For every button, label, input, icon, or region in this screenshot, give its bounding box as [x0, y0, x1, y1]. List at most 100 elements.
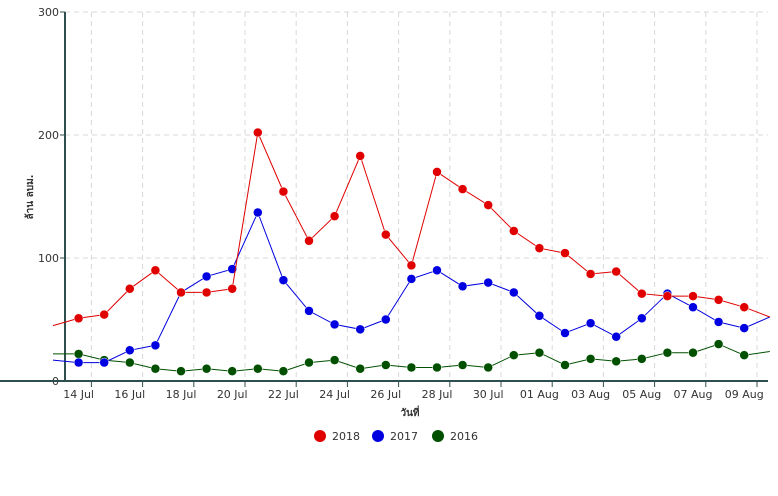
series-2018 — [52, 127, 770, 327]
data-point-2016[interactable] — [125, 357, 135, 368]
data-point-2018[interactable] — [662, 291, 673, 301]
data-point-2016[interactable] — [176, 366, 186, 376]
data-point-2016[interactable] — [278, 366, 289, 376]
data-point-2017[interactable] — [406, 274, 417, 284]
data-point-2016[interactable] — [662, 347, 673, 358]
data-point-2016[interactable] — [509, 350, 519, 360]
data-point-2016[interactable] — [688, 347, 698, 358]
data-point-2016[interactable] — [406, 362, 417, 373]
data-point-2017[interactable] — [304, 306, 314, 316]
data-point-2018[interactable] — [73, 313, 84, 324]
data-point-2018[interactable] — [329, 211, 340, 221]
data-point-2017[interactable] — [713, 317, 724, 327]
x-tick-label: 05 Aug — [622, 388, 661, 401]
data-point-2016[interactable] — [355, 363, 365, 374]
data-point-2018[interactable] — [99, 309, 109, 320]
x-axis: 14 Jul 16 Jul 18 Jul 20 Jul 22 Jul 24 Jul 26 J… — [0, 380, 768, 401]
data-point-2017[interactable] — [278, 275, 289, 285]
data-point-2018[interactable] — [560, 248, 570, 258]
x-tick-label: 20 Jul — [217, 388, 248, 401]
data-point-2017[interactable] — [432, 265, 442, 276]
data-point-2017[interactable] — [483, 277, 493, 288]
data-point-2018[interactable] — [227, 284, 237, 294]
data-point-2017[interactable] — [560, 328, 570, 338]
data-point-2016[interactable] — [304, 357, 314, 368]
legend-label: 2016 — [450, 430, 478, 443]
data-point-2018[interactable] — [381, 229, 391, 240]
data-point-2018[interactable] — [278, 186, 289, 197]
data-point-2018[interactable] — [457, 184, 468, 194]
data-point-2017[interactable] — [381, 314, 391, 325]
data-point-2018[interactable] — [483, 200, 493, 210]
data-point-2016[interactable] — [432, 362, 442, 373]
data-point-2016[interactable] — [534, 347, 545, 358]
data-point-2018[interactable] — [176, 287, 186, 298]
x-tick-label: 14 Jul — [63, 388, 94, 401]
series-2016 — [53, 339, 770, 376]
data-point-2018[interactable] — [611, 266, 621, 277]
data-point-2016[interactable] — [585, 354, 596, 364]
data-point-2018[interactable] — [739, 302, 749, 312]
data-point-2018[interactable] — [585, 269, 596, 279]
data-point-2016[interactable] — [227, 366, 237, 376]
data-point-2017[interactable] — [637, 313, 647, 324]
data-point-2017[interactable] — [99, 357, 109, 368]
data-point-2016[interactable] — [201, 363, 212, 374]
x-tick-label: 07 Aug — [674, 388, 713, 401]
data-point-2018[interactable] — [253, 127, 263, 138]
data-point-2017[interactable] — [201, 271, 212, 282]
x-tick-label: 22 Jul — [268, 388, 299, 401]
x-tick-label: 03 Aug — [571, 388, 610, 401]
y-axis: 0100200300 — [38, 6, 66, 388]
legend-item-2016[interactable]: 2016 — [432, 430, 478, 443]
data-point-2017[interactable] — [534, 311, 545, 321]
data-point-2016[interactable] — [253, 363, 263, 374]
data-point-2017[interactable] — [73, 357, 84, 368]
data-point-2018[interactable] — [125, 284, 135, 294]
data-point-2018[interactable] — [713, 295, 724, 305]
data-point-2017[interactable] — [125, 345, 135, 355]
data-point-2018[interactable] — [201, 287, 212, 298]
data-point-2018[interactable] — [637, 288, 647, 299]
data-point-2017[interactable] — [457, 281, 468, 292]
data-point-2017[interactable] — [585, 318, 596, 328]
data-point-2018[interactable] — [509, 226, 519, 236]
data-point-2018[interactable] — [304, 236, 314, 246]
data-point-2016[interactable] — [483, 362, 493, 373]
x-tick-label: 26 Jul — [370, 388, 401, 401]
series-2017 — [52, 207, 770, 368]
data-point-2018[interactable] — [150, 265, 161, 276]
data-point-2017[interactable] — [509, 287, 519, 298]
data-point-2018[interactable] — [432, 167, 442, 177]
data-point-2016[interactable] — [381, 360, 391, 370]
data-point-2017[interactable] — [227, 264, 237, 274]
data-point-2016[interactable] — [560, 360, 570, 370]
legend-marker — [314, 430, 326, 442]
series-line-2018 — [52, 130, 770, 327]
data-point-2018[interactable] — [406, 260, 417, 271]
data-point-2017[interactable] — [253, 207, 263, 218]
data-point-2017[interactable] — [688, 302, 698, 312]
legend-item-2018[interactable]: 2018 — [314, 430, 360, 443]
y-tick-label: 200 — [38, 129, 59, 142]
data-point-2016[interactable] — [457, 360, 468, 370]
data-point-2017[interactable] — [739, 323, 749, 333]
data-point-2018[interactable] — [688, 291, 698, 301]
data-point-2016[interactable] — [329, 355, 340, 365]
x-tick-label: 18 Jul — [166, 388, 197, 401]
legend-item-2017[interactable]: 2017 — [372, 430, 418, 443]
data-point-2016[interactable] — [611, 356, 621, 367]
data-point-2018[interactable] — [534, 243, 545, 253]
data-point-2016[interactable] — [637, 354, 647, 364]
series-line-2017 — [52, 211, 770, 364]
data-point-2017[interactable] — [150, 340, 161, 351]
data-point-2016[interactable] — [713, 339, 724, 349]
data-point-2016[interactable] — [150, 363, 161, 374]
x-tick-label: 30 Jul — [473, 388, 504, 401]
data-point-2017[interactable] — [611, 331, 621, 342]
data-point-2016[interactable] — [73, 349, 84, 359]
data-point-2016[interactable] — [739, 350, 749, 360]
data-point-2017[interactable] — [355, 324, 365, 335]
data-point-2018[interactable] — [355, 151, 365, 161]
data-point-2017[interactable] — [329, 319, 340, 330]
